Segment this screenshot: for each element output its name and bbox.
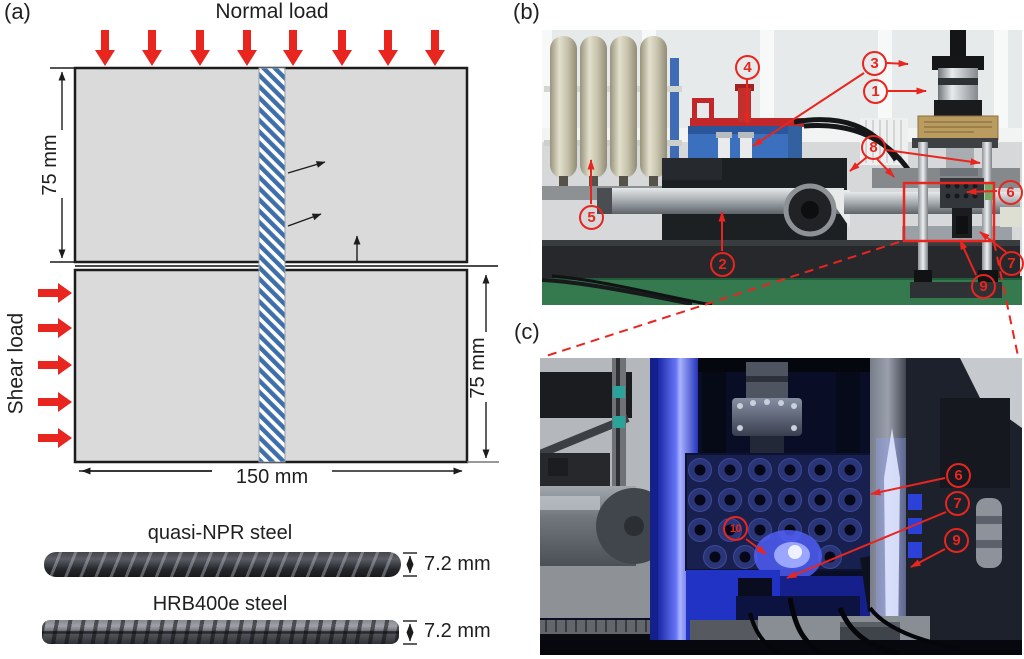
panel-b-photo-scene — [542, 30, 1022, 305]
callout-2: 2 — [710, 252, 735, 277]
callout-1: 1 — [863, 79, 888, 104]
quasi-npr-steel-diameter: 7.2 mm — [424, 553, 491, 575]
gas-cylinder-rack — [542, 36, 688, 200]
callout-6c: 6 — [946, 463, 971, 488]
right-machinery — [906, 358, 1022, 655]
normal-load-label: Normal load — [215, 0, 329, 23]
bolt-hole-block — [940, 178, 984, 208]
quasi-npr-steel-label: quasi-NPR steel — [147, 522, 293, 544]
panel-b-photo — [542, 30, 1022, 305]
callout-5: 5 — [579, 205, 604, 230]
callout-6b: 6 — [998, 180, 1023, 205]
green-sensor — [985, 182, 993, 200]
panel-b-label: (b) — [513, 0, 540, 24]
diameter-dimension-arrows — [403, 552, 417, 645]
callout-9b: 9 — [971, 274, 996, 299]
panel-c-photo — [540, 358, 1022, 655]
panel-c-photo-scene — [540, 358, 1022, 655]
hrb400e-steel-diameter: 7.2 mm — [424, 620, 491, 642]
width-dimension: 150 mm — [235, 466, 309, 488]
top-clamp — [932, 56, 984, 70]
callout-10c: 10 — [723, 516, 748, 541]
callout-7b: 7 — [999, 251, 1024, 276]
callout-4: 4 — [735, 55, 760, 80]
specimen-blocks — [73, 66, 499, 464]
teal-connector — [613, 386, 625, 398]
annotation-arrows — [287, 161, 361, 262]
gray-cylinder-stack — [976, 498, 1002, 568]
nameplate — [917, 115, 999, 141]
hrb400e-steel-label: HRB400e steel — [152, 593, 288, 615]
shear-load-arrows — [38, 283, 72, 448]
panel-a-label: (a) — [4, 0, 31, 24]
loading-flange — [732, 398, 802, 436]
callout-3: 3 — [862, 51, 887, 76]
right-column — [870, 358, 908, 655]
panel-a-diagram — [38, 30, 499, 645]
dimension-lines — [50, 67, 490, 475]
quasi-npr-steel-bar-image — [44, 552, 401, 577]
hrb400e-steel-bar-image — [42, 620, 399, 644]
teal-connector — [613, 416, 625, 428]
bolt-grout-column — [258, 67, 286, 463]
flange-bolts — [737, 399, 797, 431]
red-cylinder — [738, 88, 751, 122]
ruler — [540, 620, 658, 634]
callout-7c: 7 — [945, 491, 970, 516]
left-machinery — [540, 358, 672, 655]
panel-c-label: (c) — [514, 319, 540, 344]
base-and-cables — [540, 597, 1022, 655]
normal-load-arrows — [95, 30, 445, 66]
callout-9c: 9 — [944, 528, 969, 553]
callout-8: 8 — [861, 135, 886, 160]
